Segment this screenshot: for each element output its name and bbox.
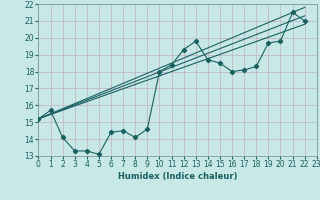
X-axis label: Humidex (Indice chaleur): Humidex (Indice chaleur) [118, 172, 237, 181]
